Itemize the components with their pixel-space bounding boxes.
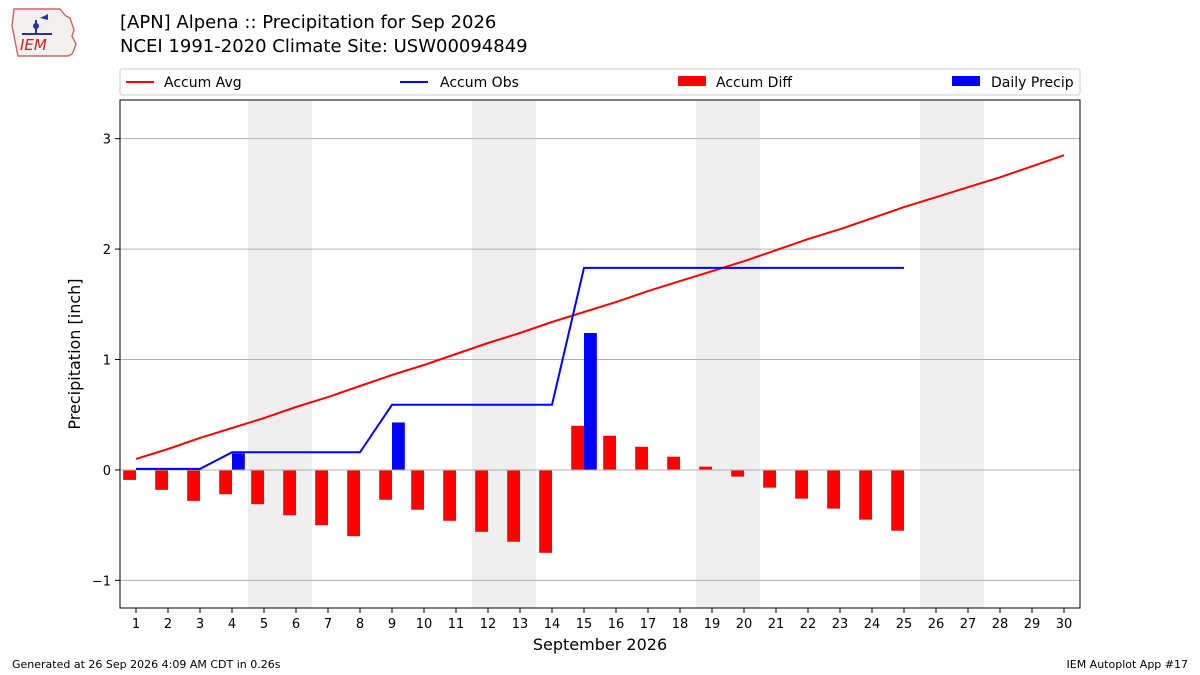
legend-frame	[119, 68, 1081, 96]
daily-precip-bar	[232, 453, 245, 470]
accum-diff-bar	[283, 469, 296, 516]
accum-diff-bar	[187, 469, 200, 501]
accum-obs-line	[136, 266, 904, 470]
accum-diff-bar	[763, 469, 776, 488]
accum-diff-bar	[347, 469, 360, 537]
x-tick-label: 17	[640, 617, 657, 632]
accum-diff-bar	[731, 469, 744, 477]
x-tick-label: 1	[132, 617, 140, 632]
x-tick-label: 28	[992, 617, 1009, 632]
accum-diff-bar	[219, 469, 232, 495]
x-tick-label: 2	[164, 617, 172, 632]
accum-diff-bar	[699, 466, 712, 470]
x-tick-label: 21	[768, 617, 785, 632]
x-tick-label: 25	[896, 617, 913, 632]
x-tick-label: 18	[672, 617, 689, 632]
x-tick-label: 22	[800, 617, 817, 632]
daily-precip-bar	[584, 333, 597, 470]
accum-diff-bar	[891, 469, 904, 531]
plot-frame	[119, 99, 1081, 609]
x-tick-label: 29	[1024, 617, 1041, 632]
lines	[120, 154, 1080, 471]
x-tick-label: 16	[608, 617, 625, 632]
accum-diff-bar	[827, 469, 840, 509]
x-tick-label: 5	[260, 617, 268, 632]
accum-diff-bar	[539, 469, 552, 553]
legend-label-accum-obs: Accum Obs	[440, 75, 519, 91]
x-tick-label: 27	[960, 617, 977, 632]
legend: Accum Avg Accum Obs Accum Diff Daily Pre…	[119, 68, 1081, 96]
accum-diff-bar	[443, 469, 456, 521]
accum-diff-bar	[379, 469, 392, 500]
app-credit: IEM Autoplot App #17	[1066, 658, 1189, 671]
y-tick-label: 3	[103, 133, 111, 148]
bars	[123, 333, 904, 553]
accum-diff-bar	[123, 469, 136, 480]
accum-diff-bar	[315, 469, 328, 526]
accum-diff-bar	[635, 446, 648, 470]
y-tick-label: −1	[92, 574, 111, 589]
x-tick-label: 7	[324, 617, 332, 632]
y-tick-label: 1	[103, 354, 111, 369]
weekend-shade-day-6	[280, 100, 312, 608]
x-tick-label: 15	[576, 617, 593, 632]
chart-subtitle: NCEI 1991-2020 Climate Site: USW00094849	[120, 36, 528, 57]
logo-text: IEM	[20, 36, 47, 54]
x-tick-label: 6	[292, 617, 300, 632]
accum-diff-bar	[475, 469, 488, 532]
x-tick-label: 19	[704, 617, 721, 632]
x-tick-label: 23	[832, 617, 849, 632]
x-tick-label: 20	[736, 617, 753, 632]
chart-title: [APN] Alpena :: Precipitation for Sep 20…	[120, 12, 497, 33]
daily-precip-bar	[392, 422, 405, 470]
accum-diff-bar	[507, 469, 520, 542]
accum-diff-bar	[603, 435, 616, 470]
accum-diff-bar	[411, 469, 424, 510]
x-axis-label: September 2026	[533, 635, 667, 654]
x-tick-label: 24	[864, 617, 881, 632]
accum-diff-bar	[155, 469, 168, 490]
x-tick-label: 14	[544, 617, 561, 632]
x-tick-label: 11	[448, 617, 465, 632]
x-tick-label: 8	[356, 617, 364, 632]
legend-swatch-daily-precip	[952, 76, 980, 86]
x-tick-label: 9	[388, 617, 396, 632]
accum-diff-bar	[859, 469, 872, 520]
legend-label-daily-precip: Daily Precip	[991, 75, 1074, 91]
y-tick-label: 2	[103, 243, 111, 258]
accum-avg-line	[135, 154, 1065, 460]
weekend-shade-day-19	[696, 100, 728, 608]
y-axis-label: Precipitation [inch]	[65, 278, 84, 429]
x-tick-label: 3	[196, 617, 204, 632]
legend-label-accum-diff: Accum Diff	[716, 75, 792, 91]
weekend-shade-day-26	[920, 100, 952, 608]
accum-diff-bar	[571, 425, 584, 470]
iem-logo: IEM	[11, 8, 77, 57]
x-tick-label: 30	[1056, 617, 1073, 632]
legend-swatch-accum-diff	[678, 76, 706, 86]
legend-label-accum-avg: Accum Avg	[164, 75, 242, 91]
x-tick-label: 13	[512, 617, 529, 632]
x-tick-label: 26	[928, 617, 945, 632]
weekend-shade-day-5	[248, 100, 280, 608]
accum-diff-bar	[795, 469, 808, 499]
weekend-shading	[248, 100, 984, 608]
accum-diff-bar	[251, 469, 264, 505]
x-tick-label: 10	[416, 617, 433, 632]
x-tick-label: 4	[228, 617, 236, 632]
y-tick-label: 0	[103, 464, 111, 479]
accum-diff-bar	[667, 456, 680, 470]
weekend-shade-day-20	[728, 100, 760, 608]
x-tick-label: 12	[480, 617, 497, 632]
generated-timestamp: Generated at 26 Sep 2026 4:09 AM CDT in …	[12, 658, 281, 671]
weekend-shade-day-27	[952, 100, 984, 608]
